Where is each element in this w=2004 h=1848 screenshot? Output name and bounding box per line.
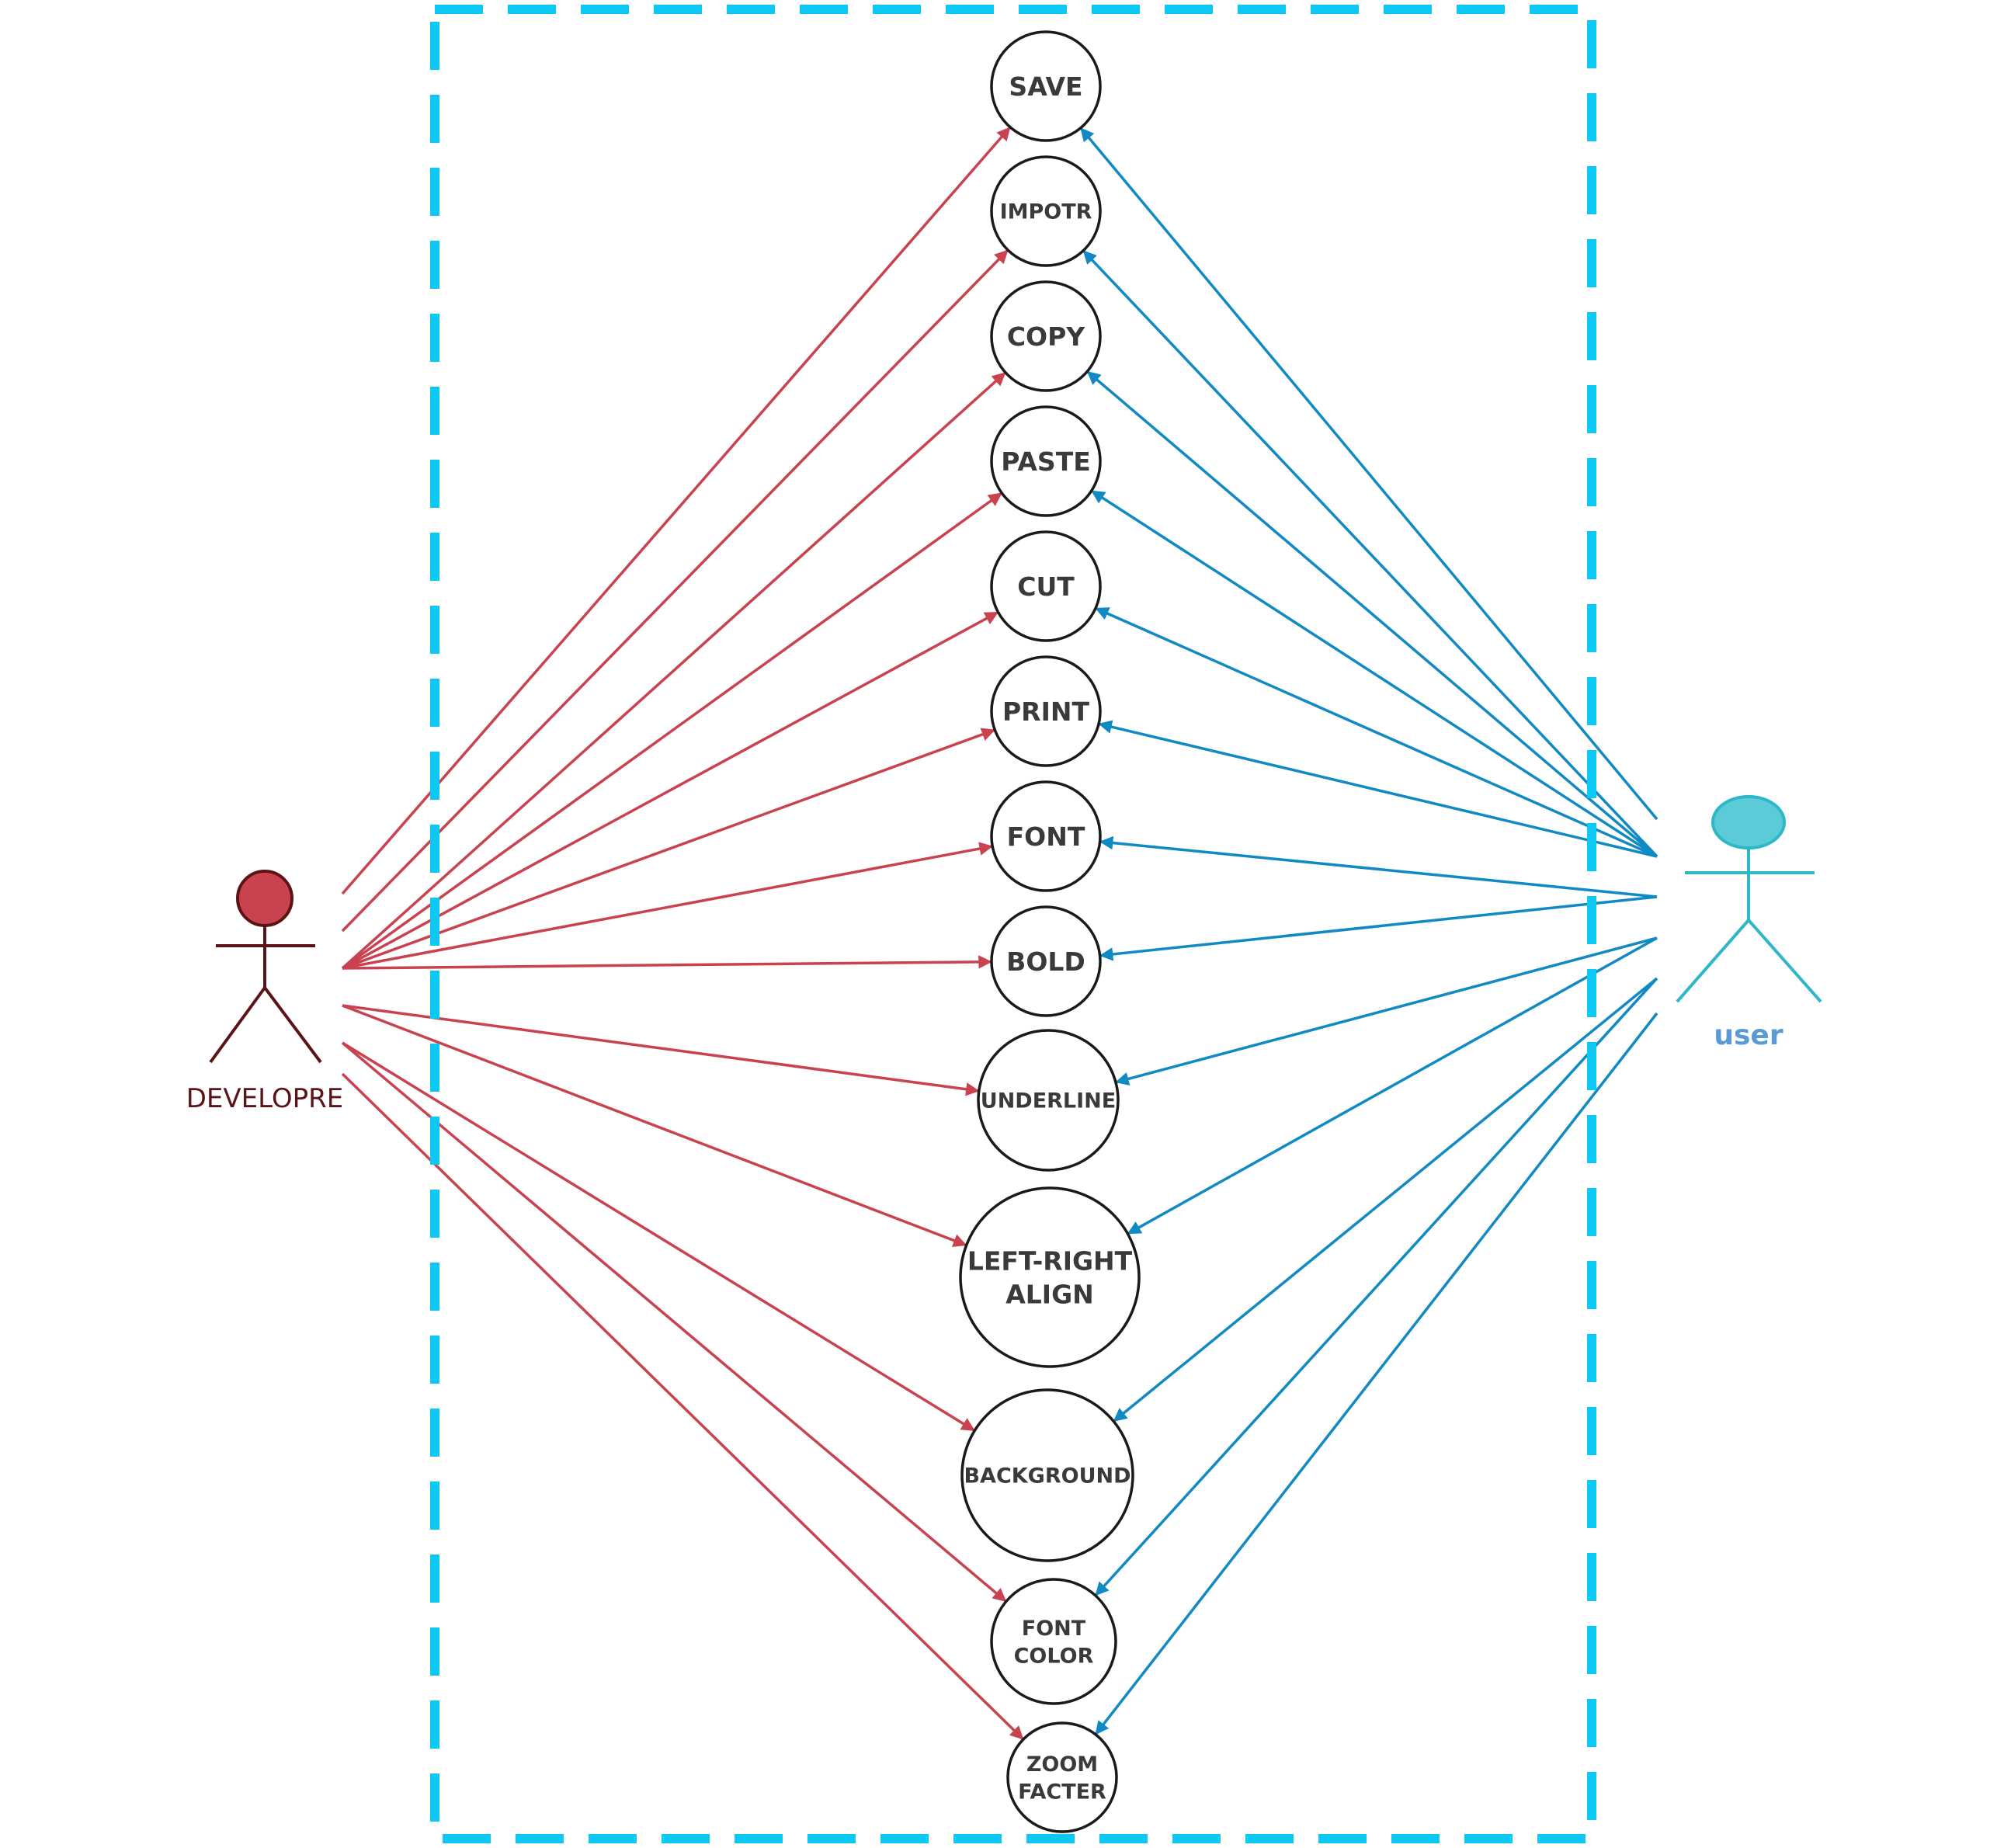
use-case-label: CUT — [1017, 571, 1075, 602]
use-case-copy[interactable]: COPY — [990, 280, 1102, 392]
user-link-save — [1080, 127, 1658, 821]
use-case-save[interactable]: SAVE — [990, 30, 1102, 142]
use-case-label: ZOOM — [1026, 1752, 1098, 1777]
use-case-label: ALIGN — [1005, 1279, 1094, 1309]
developer-link-save — [341, 127, 1011, 895]
use-case-circle — [990, 155, 1102, 267]
use-case-underline[interactable]: UNDERLINE — [977, 1029, 1120, 1172]
use-case-label: PRINT — [1002, 696, 1089, 727]
user-link-cut — [1095, 607, 1658, 858]
user-link-print — [1098, 720, 1658, 858]
use-case-bold[interactable]: BOLD — [990, 905, 1102, 1017]
user-link-font — [1099, 835, 1658, 898]
user-actor[interactable]: user — [1676, 795, 1822, 1051]
use-case-circle — [960, 1388, 1134, 1562]
use-case-label: COPY — [1007, 321, 1085, 352]
user-link-underline — [1115, 936, 1658, 1086]
use-case-font[interactable]: FONT — [990, 780, 1102, 892]
use-case-circle — [959, 1186, 1141, 1368]
use-case-circle — [990, 655, 1102, 767]
use-case-font-color[interactable]: FONT COLOR — [990, 1578, 1117, 1705]
use-case-label: FONT — [1007, 822, 1085, 852]
developer-actor[interactable]: DEVELOPRE — [186, 870, 344, 1114]
use-case-print[interactable]: PRINT — [990, 655, 1102, 767]
developer-link-cut — [342, 611, 999, 970]
user-link-copy — [1086, 370, 1658, 858]
use-case-circle — [990, 905, 1102, 1017]
user-link-bold — [1099, 895, 1658, 961]
use-case-zoom-facter[interactable]: ZOOM FACTER — [1006, 1721, 1118, 1833]
use-case-circle — [990, 530, 1102, 642]
use-case-circle — [990, 30, 1102, 142]
system-boundary — [430, 5, 1596, 1843]
use-case-circle — [1006, 1721, 1118, 1833]
use-case-background[interactable]: BACKGROUND — [960, 1388, 1134, 1562]
use-case-cut[interactable]: CUT — [990, 530, 1102, 642]
developer-associations — [341, 127, 1024, 1740]
use-case-label: BOLD — [1006, 947, 1085, 977]
developer-link-paste — [341, 492, 1002, 970]
use-case-circle — [990, 280, 1102, 392]
developer-link-copy — [341, 372, 1006, 970]
developer-link-zoom-facter — [341, 1072, 1024, 1740]
use-case-label: COLOR — [1014, 1644, 1094, 1668]
developer-actor-icon — [209, 870, 322, 1064]
use-case-label: FACTER — [1018, 1780, 1106, 1804]
developer-label: DEVELOPRE — [186, 1083, 344, 1114]
user-link-impotr — [1082, 250, 1658, 858]
user-link-left-right-align — [1127, 936, 1658, 1235]
user-link-background — [1113, 977, 1658, 1422]
use-case-label: IMPOTR — [1000, 200, 1092, 224]
user-label: user — [1714, 1020, 1783, 1051]
developer-link-impotr — [341, 249, 1009, 933]
developer-link-left-right-align — [342, 1004, 967, 1247]
user-link-paste — [1091, 490, 1658, 858]
use-case-label: UNDERLINE — [981, 1089, 1116, 1113]
use-case-group: SAVE IMPOTR COPY PASTE CUT PRINT FONT BOLD UNDER… — [959, 30, 1141, 1833]
developer-link-underline — [342, 1004, 980, 1096]
developer-link-bold — [342, 955, 992, 970]
user-actor-icon — [1676, 795, 1822, 1003]
developer-link-font — [342, 842, 993, 970]
use-case-label: SAVE — [1009, 71, 1082, 102]
use-case-circle — [977, 1029, 1120, 1172]
user-link-zoom-facter — [1095, 1012, 1658, 1735]
use-case-label: LEFT-RIGHT — [967, 1245, 1133, 1276]
use-case-circle — [990, 405, 1102, 517]
developer-link-print — [342, 728, 995, 970]
user-associations — [1080, 127, 1658, 1735]
use-case-label: PASTE — [1001, 446, 1091, 477]
use-case-paste[interactable]: PASTE — [990, 405, 1102, 517]
use-case-label: FONT — [1022, 1617, 1086, 1641]
use-case-circle — [990, 780, 1102, 892]
use-case-circle — [990, 1578, 1117, 1705]
use-case-label: BACKGROUND — [964, 1464, 1131, 1488]
developer-link-background — [342, 1041, 975, 1432]
use-case-impotr[interactable]: IMPOTR — [990, 155, 1102, 267]
developer-link-font-color — [341, 1041, 1007, 1603]
user-link-font-color — [1095, 977, 1658, 1596]
